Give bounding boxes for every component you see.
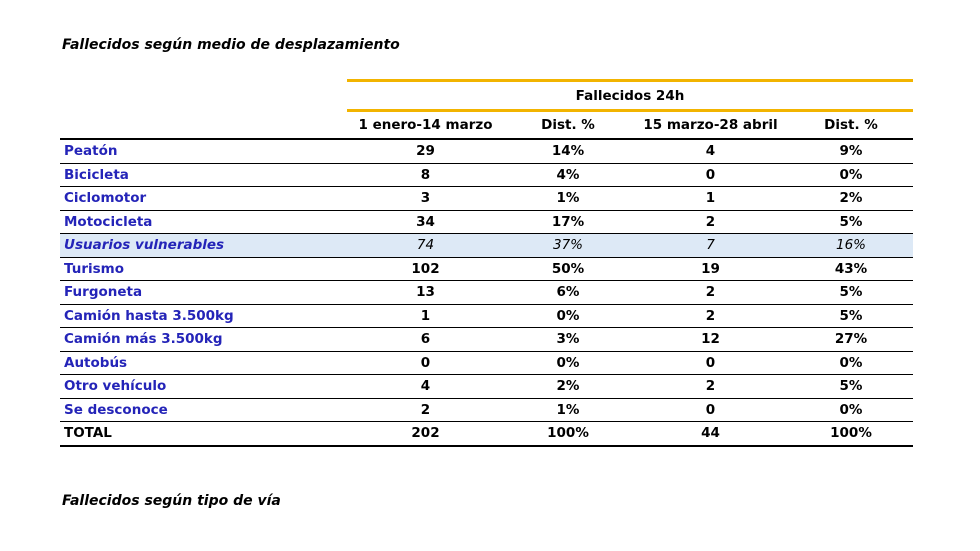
table-row: Otro vehículo 4 2% 2 5%	[60, 374, 913, 399]
column-header: Dist. %	[789, 110, 913, 140]
cell: 0%	[789, 398, 913, 422]
total-row: TOTAL 202 100% 44 100%	[60, 421, 913, 447]
table-row: Turismo 102 50% 19 43%	[60, 257, 913, 281]
total-cell: 202	[347, 421, 504, 447]
cell: 1	[632, 186, 789, 211]
cell: 2%	[789, 186, 913, 211]
row-label: Turismo	[60, 257, 347, 281]
cell: 0	[632, 163, 789, 187]
table-row: Camión hasta 3.500kg 1 0% 2 5%	[60, 304, 913, 328]
empty-header-cell	[60, 110, 347, 140]
cell: 0	[632, 351, 789, 375]
row-label: Bicicleta	[60, 163, 347, 187]
empty-corner	[60, 81, 347, 111]
table-row: Ciclomotor 3 1% 1 2%	[60, 186, 913, 211]
column-header-row: 1 enero-14 marzo Dist. % 15 marzo-28 abr…	[60, 110, 913, 140]
column-header: Dist. %	[504, 110, 632, 140]
row-label: Autobús	[60, 351, 347, 375]
row-label: Se desconoce	[60, 398, 347, 422]
cell: 5%	[789, 304, 913, 328]
cell: 4	[632, 139, 789, 164]
total-cell: 100%	[504, 421, 632, 447]
section-title: Fallecidos según medio de desplazamiento	[62, 37, 400, 53]
cell: 0	[347, 351, 504, 375]
cell: 0%	[789, 351, 913, 375]
cell: 0%	[504, 351, 632, 375]
cell: 27%	[789, 327, 913, 352]
group-header-row: Fallecidos 24h	[60, 79, 913, 112]
column-header: 15 marzo-28 abril	[632, 110, 789, 140]
total-label: TOTAL	[60, 421, 347, 447]
cell: 7	[632, 233, 789, 258]
cell: 3	[347, 186, 504, 211]
cell: 74	[347, 233, 504, 258]
table-row: Autobús 0 0% 0 0%	[60, 351, 913, 375]
row-label: Furgoneta	[60, 280, 347, 305]
table-row: Motocicleta 34 17% 2 5%	[60, 210, 913, 234]
cell: 12	[632, 327, 789, 352]
cell: 8	[347, 163, 504, 187]
cell: 16%	[789, 233, 913, 258]
cell: 1	[347, 304, 504, 328]
cell: 43%	[789, 257, 913, 281]
cell: 2	[632, 304, 789, 328]
table-row: Bicicleta 8 4% 0 0%	[60, 163, 913, 187]
cell: 34	[347, 210, 504, 234]
cell: 14%	[504, 139, 632, 164]
cell: 102	[347, 257, 504, 281]
cell: 0%	[789, 163, 913, 187]
group-header: Fallecidos 24h	[347, 79, 913, 112]
cell: 29	[347, 139, 504, 164]
row-label: Peatón	[60, 139, 347, 164]
cell: 6	[347, 327, 504, 352]
cell: 2%	[504, 374, 632, 399]
cell: 6%	[504, 280, 632, 305]
cell: 2	[632, 210, 789, 234]
cell: 1%	[504, 398, 632, 422]
row-label: Camión hasta 3.500kg	[60, 304, 347, 328]
total-cell: 100%	[789, 421, 913, 447]
table-row: Peatón 29 14% 4 9%	[60, 139, 913, 164]
row-label: Camión más 3.500kg	[60, 327, 347, 352]
row-label: Usuarios vulnerables	[60, 233, 347, 258]
row-label: Otro vehículo	[60, 374, 347, 399]
cell: 37%	[504, 233, 632, 258]
cell: 17%	[504, 210, 632, 234]
cell: 2	[632, 280, 789, 305]
cell: 0%	[504, 304, 632, 328]
cell: 3%	[504, 327, 632, 352]
cell: 1%	[504, 186, 632, 211]
cell: 2	[347, 398, 504, 422]
cell: 9%	[789, 139, 913, 164]
fatalities-table: Fallecidos 24h 1 enero-14 marzo Dist. % …	[60, 79, 913, 447]
cell: 5%	[789, 210, 913, 234]
cell: 50%	[504, 257, 632, 281]
total-cell: 44	[632, 421, 789, 447]
table-row: Camión más 3.500kg 6 3% 12 27%	[60, 327, 913, 352]
cell: 2	[632, 374, 789, 399]
cell: 5%	[789, 374, 913, 399]
cell: 4%	[504, 163, 632, 187]
section-title-secondary: Fallecidos según tipo de vía	[62, 493, 281, 509]
column-header: 1 enero-14 marzo	[347, 110, 504, 140]
row-label: Ciclomotor	[60, 186, 347, 211]
cell: 4	[347, 374, 504, 399]
cell: 13	[347, 280, 504, 305]
table-row-highlighted: Usuarios vulnerables 74 37% 7 16%	[60, 233, 913, 258]
cell: 0	[632, 398, 789, 422]
cell: 5%	[789, 280, 913, 305]
table-row: Se desconoce 2 1% 0 0%	[60, 398, 913, 422]
row-label: Motocicleta	[60, 210, 347, 234]
table-row: Furgoneta 13 6% 2 5%	[60, 280, 913, 305]
cell: 19	[632, 257, 789, 281]
